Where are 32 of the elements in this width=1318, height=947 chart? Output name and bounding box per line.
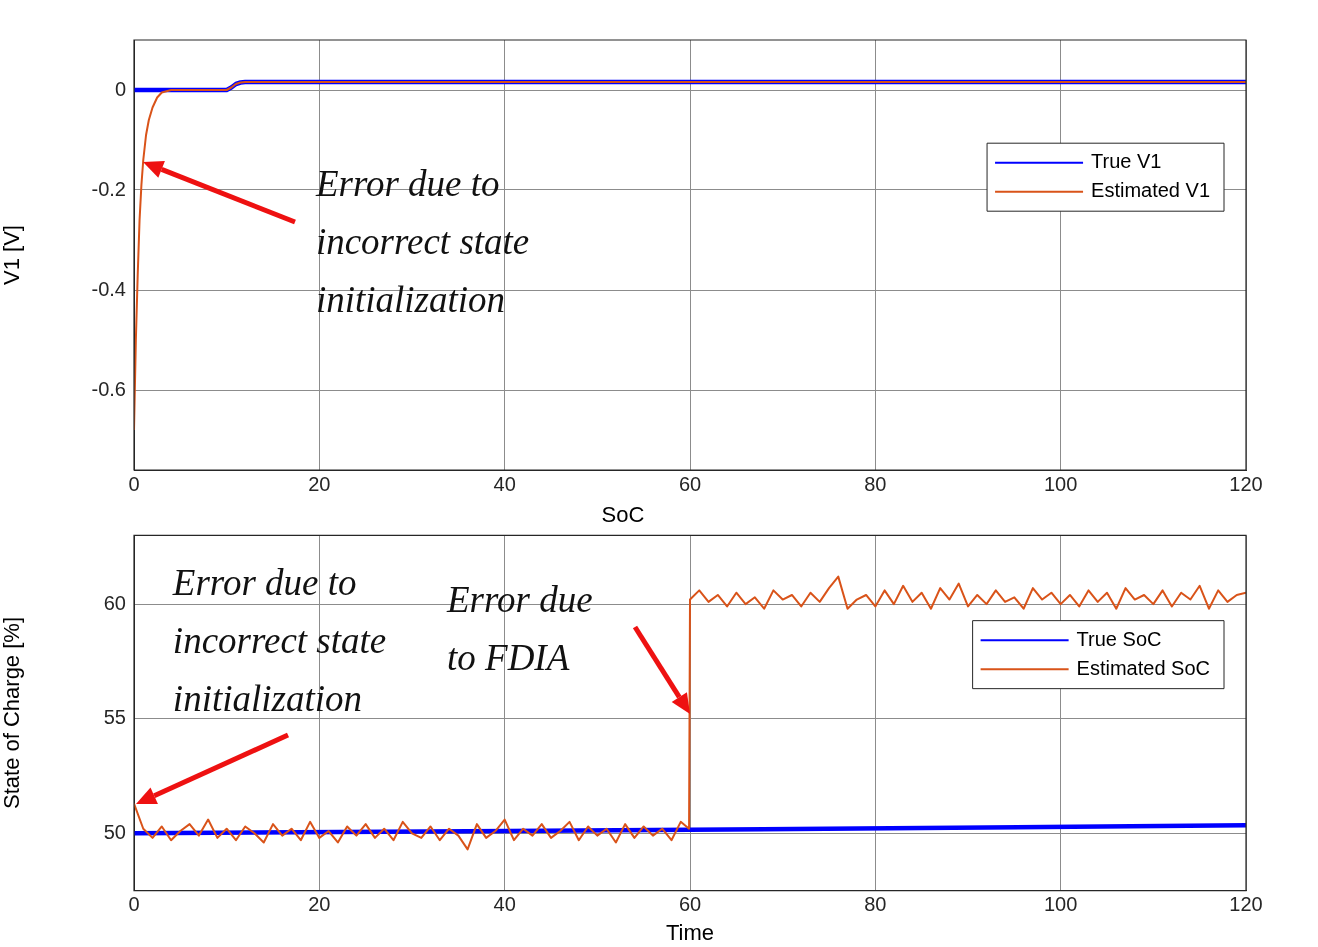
x-tick-label: 20: [308, 472, 331, 495]
y-tick-label: 60: [103, 591, 126, 614]
y-tick-label: -0.2: [91, 177, 126, 200]
y-tick-label: 55: [103, 706, 126, 729]
y-tick-label: -0.6: [91, 377, 126, 400]
x-tick-label: 100: [1043, 472, 1078, 495]
x-tick-label: 60: [678, 472, 702, 495]
x-tick-label: 120: [1229, 472, 1263, 495]
annotation: Error due to incorrect state initialization: [314, 163, 530, 321]
legend-label: Estimated SoC: [1076, 656, 1210, 679]
x-tick-label: 0: [128, 893, 140, 916]
x-tick-label: 80: [864, 893, 887, 916]
y-tick-label: 50: [103, 820, 126, 843]
x-tick-label: 80: [864, 472, 887, 495]
x-tick-label: 20: [308, 893, 331, 916]
chart-title: SoC: [601, 502, 645, 528]
annotation: Error due to FDIA: [446, 579, 593, 679]
x-tick-label: 40: [493, 472, 516, 495]
legend-label: True SoC: [1076, 627, 1162, 650]
x-tick-label: 100: [1043, 893, 1078, 916]
x-axis-title: Time: [665, 919, 715, 945]
x-tick-label: 0: [128, 472, 140, 495]
x-tick-label: 120: [1229, 893, 1263, 916]
y-axis-title: V1 [V]: [0, 225, 25, 285]
y-axis-title: State of Charge [%]: [0, 617, 25, 809]
y-tick-label: -0.4: [91, 277, 126, 300]
x-tick-label: 60: [678, 893, 702, 916]
legend-label: Estimated V1: [1091, 179, 1211, 202]
legend-label: True V1: [1091, 150, 1162, 173]
x-tick-label: 40: [493, 893, 516, 916]
annotation: Error due to incorrect state initialization: [171, 561, 387, 719]
y-tick-label: 0: [114, 77, 126, 100]
